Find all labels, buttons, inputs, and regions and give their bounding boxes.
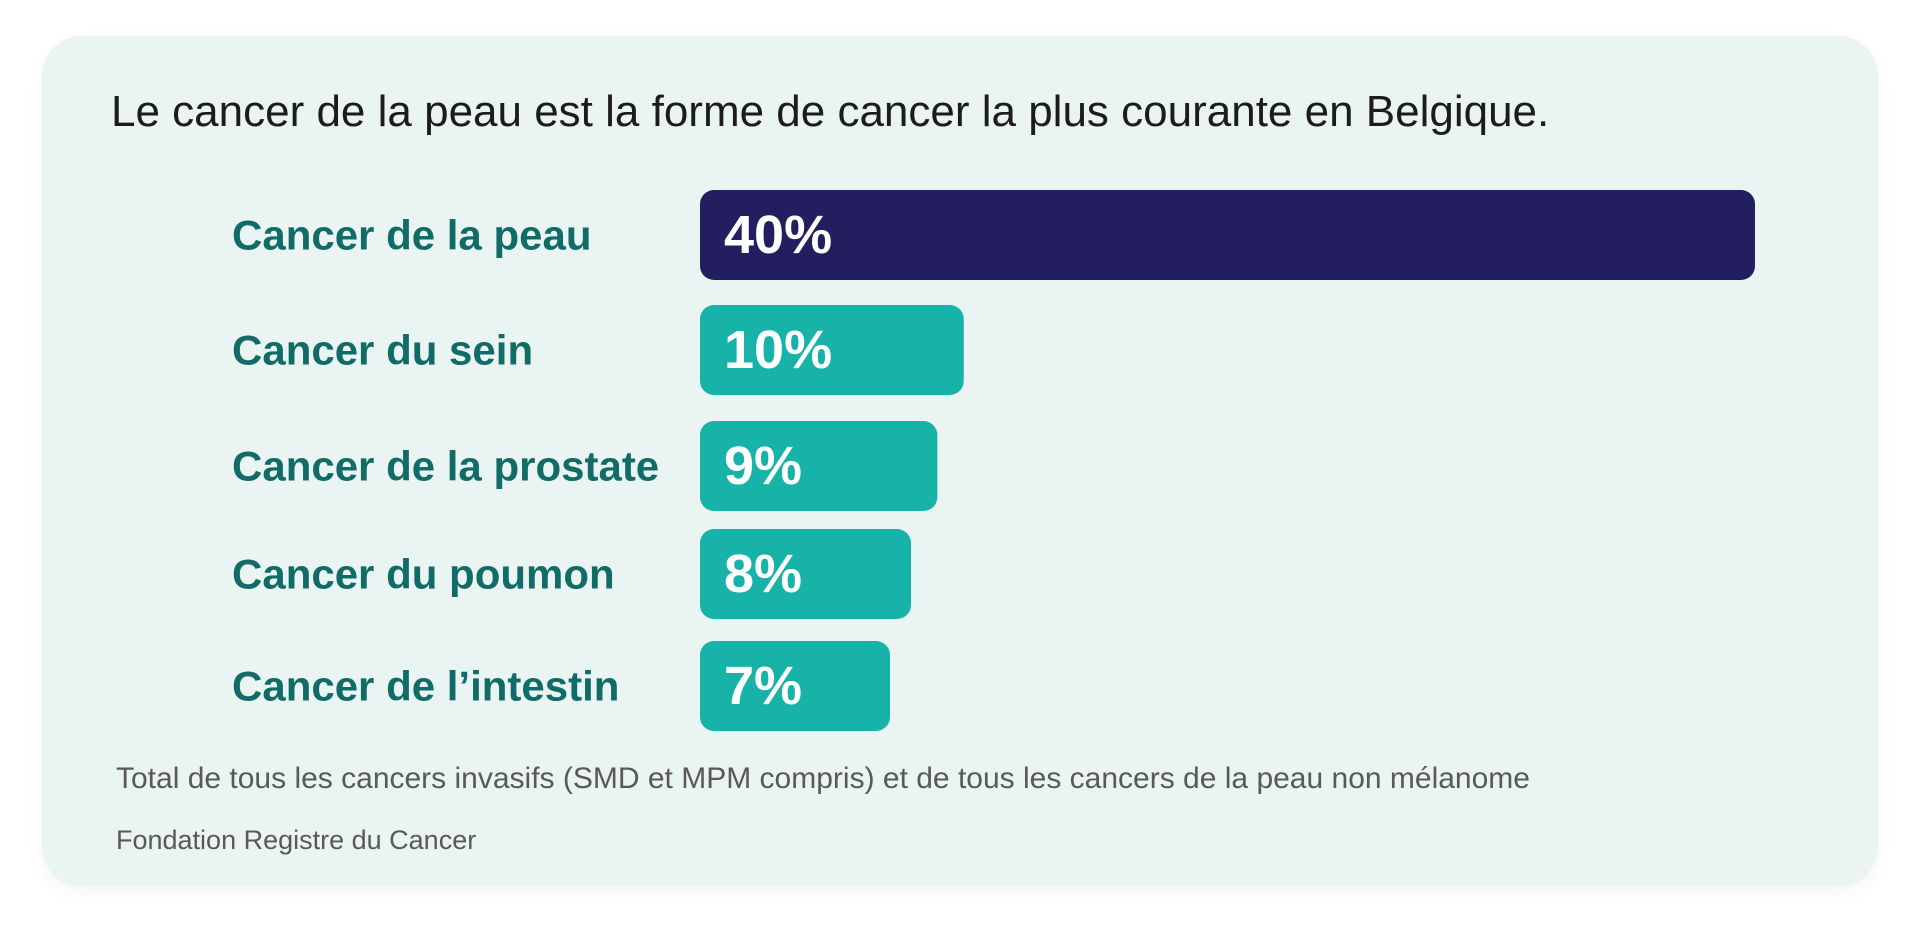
chart-footnote: Total de tous les cancers invasifs (SMD …: [116, 762, 1530, 795]
chart-source: Fondation Registre du Cancer: [116, 825, 477, 855]
chart-card: [42, 36, 1878, 887]
chart-title: Le cancer de la peau est la forme de can…: [111, 87, 1550, 136]
